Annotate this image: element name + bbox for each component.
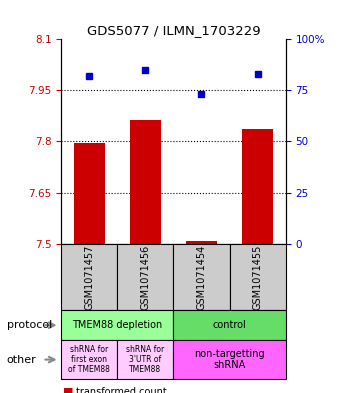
Bar	[130, 120, 161, 244]
Text: protocol: protocol	[7, 320, 52, 330]
Text: GSM1071457: GSM1071457	[84, 244, 94, 310]
Bar	[74, 143, 105, 244]
Text: transformed count: transformed count	[76, 387, 167, 393]
Text: TMEM88 depletion: TMEM88 depletion	[72, 320, 163, 330]
Bar	[242, 129, 273, 244]
Text: GSM1071454: GSM1071454	[197, 244, 206, 310]
Text: non-targetting
shRNA: non-targetting shRNA	[194, 349, 265, 370]
Text: shRNA for
3'UTR of
TMEM88: shRNA for 3'UTR of TMEM88	[126, 345, 165, 375]
Text: other: other	[7, 354, 36, 365]
Text: control: control	[212, 320, 246, 330]
Text: GSM1071455: GSM1071455	[253, 244, 262, 310]
Title: GDS5077 / ILMN_1703229: GDS5077 / ILMN_1703229	[87, 24, 260, 37]
Text: ■: ■	[63, 387, 73, 393]
Text: shRNA for
first exon
of TMEM88: shRNA for first exon of TMEM88	[68, 345, 110, 375]
Text: GSM1071456: GSM1071456	[140, 244, 150, 310]
Bar	[186, 241, 217, 244]
